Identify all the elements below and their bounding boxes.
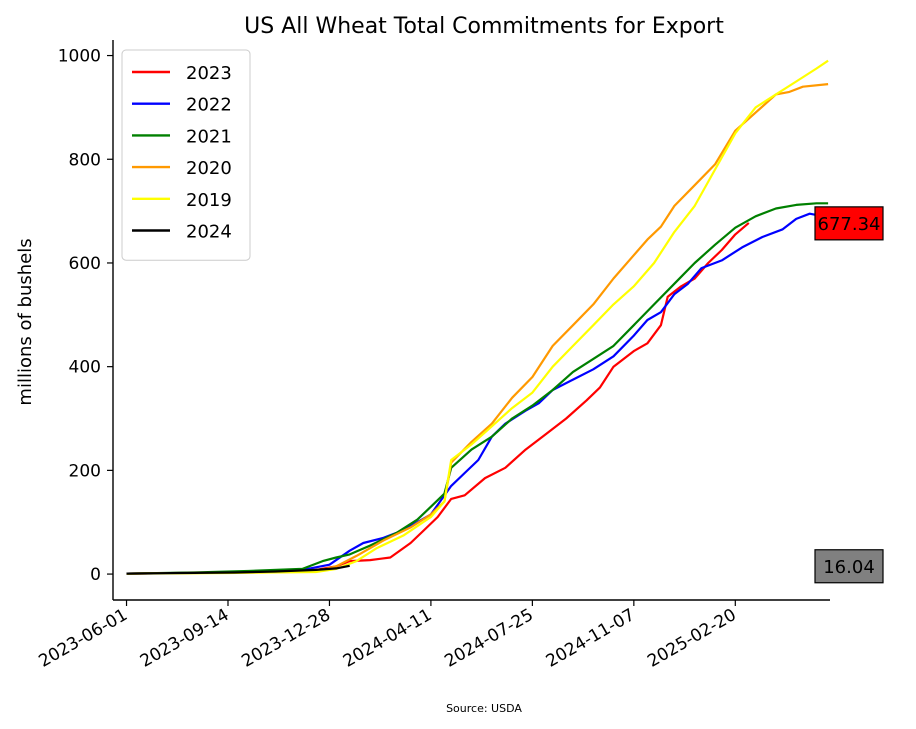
series-line-2022 <box>126 212 829 575</box>
y-axis-label: millions of bushels <box>15 238 36 405</box>
legend-label-2024: 2024 <box>186 222 232 243</box>
series-line-2024 <box>126 564 350 575</box>
legend-label-2023: 2023 <box>186 63 232 84</box>
legend: 2023 2022 2021 2020 2019 2024 <box>121 49 251 261</box>
y-tick-label: 800 <box>69 150 101 170</box>
y-axis: 0 200 400 600 800 1000 <box>58 47 113 585</box>
series-line-2020 <box>126 83 829 575</box>
y-tick-label: 400 <box>69 358 101 378</box>
callout-box-16-04 <box>814 549 884 584</box>
x-axis: 2023-06-01 2023-09-14 2023-12-28 2024-04-11… <box>35 600 740 672</box>
y-tick-label: 0 <box>90 565 101 585</box>
y-tick-label: 200 <box>69 461 101 481</box>
x-tick-label: 2024-11-07 <box>543 605 639 672</box>
x-tick-label: 2023-09-14 <box>137 605 233 672</box>
x-tick-label: 2023-06-01 <box>35 605 131 672</box>
legend-label-2020: 2020 <box>186 158 232 179</box>
series-line-2021 <box>126 202 829 575</box>
callout-value-16-04: 16.04 <box>823 557 875 578</box>
series-line-2023 <box>126 222 750 575</box>
chart-title: US All Wheat Total Commitments for Expor… <box>244 14 724 39</box>
series-lines <box>126 59 829 575</box>
y-tick-label: 1000 <box>58 47 101 67</box>
legend-label-2022: 2022 <box>186 95 232 116</box>
x-tick-label: 2024-04-11 <box>340 605 436 672</box>
x-tick-label: 2025-02-20 <box>644 605 740 672</box>
x-tick-label: 2023-12-28 <box>238 605 334 672</box>
value-callouts: 677.34 16.04 <box>814 206 884 584</box>
source-note: Source: USDA <box>446 702 522 715</box>
x-tick-label: 2024-07-25 <box>441 605 537 672</box>
series-line-2019 <box>126 59 829 575</box>
callout-box-677-34 <box>814 206 884 241</box>
y-tick-label: 600 <box>69 254 101 274</box>
legend-label-2019: 2019 <box>186 190 232 211</box>
legend-label-2021: 2021 <box>186 126 232 147</box>
callout-value-677-34: 677.34 <box>818 214 881 235</box>
